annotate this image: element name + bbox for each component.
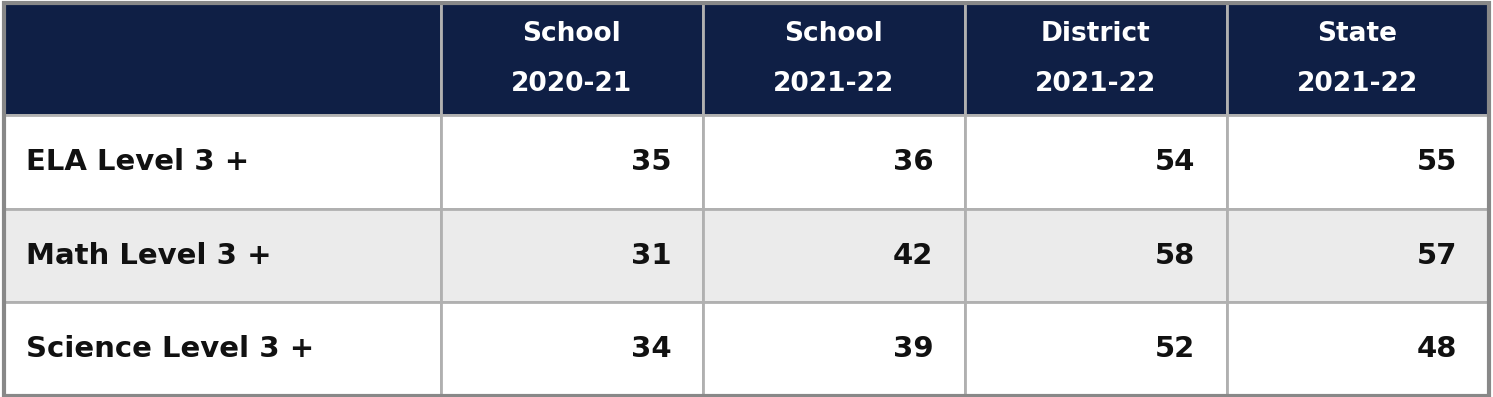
Text: 2021-22: 2021-22: [773, 71, 894, 97]
Bar: [4, 115, 440, 209]
Bar: [1227, 302, 1489, 396]
Bar: [440, 302, 703, 396]
Text: 2020-21: 2020-21: [511, 71, 633, 97]
Text: 2021-22: 2021-22: [1035, 71, 1156, 97]
Bar: [964, 3, 1227, 115]
Text: 36: 36: [893, 148, 933, 176]
Bar: [4, 3, 440, 115]
Text: 48: 48: [1417, 335, 1457, 363]
Text: 54: 54: [1154, 148, 1196, 176]
Text: State: State: [1318, 21, 1397, 47]
Text: 2021-22: 2021-22: [1297, 71, 1418, 97]
Bar: [1227, 3, 1489, 115]
Bar: [4, 302, 440, 396]
Bar: [440, 115, 703, 209]
Bar: [440, 209, 703, 302]
Text: School: School: [523, 21, 621, 47]
Bar: [703, 302, 964, 396]
Text: 55: 55: [1417, 148, 1457, 176]
Bar: [4, 209, 440, 302]
Bar: [703, 3, 964, 115]
Bar: [440, 3, 703, 115]
Bar: [703, 115, 964, 209]
Bar: [964, 115, 1227, 209]
Text: 42: 42: [893, 241, 933, 270]
Bar: [964, 302, 1227, 396]
Bar: [1227, 209, 1489, 302]
Text: 58: 58: [1156, 241, 1196, 270]
Text: 39: 39: [893, 335, 933, 363]
Text: District: District: [1041, 21, 1151, 47]
Text: ELA Level 3 +: ELA Level 3 +: [27, 148, 249, 176]
Text: 35: 35: [632, 148, 672, 176]
Text: 57: 57: [1417, 241, 1457, 270]
Text: 34: 34: [632, 335, 672, 363]
Text: Math Level 3 +: Math Level 3 +: [27, 241, 272, 270]
Text: Science Level 3 +: Science Level 3 +: [27, 335, 315, 363]
Bar: [703, 209, 964, 302]
Text: 52: 52: [1156, 335, 1196, 363]
Text: School: School: [784, 21, 884, 47]
Bar: [1227, 115, 1489, 209]
Text: 31: 31: [632, 241, 672, 270]
Bar: [964, 209, 1227, 302]
